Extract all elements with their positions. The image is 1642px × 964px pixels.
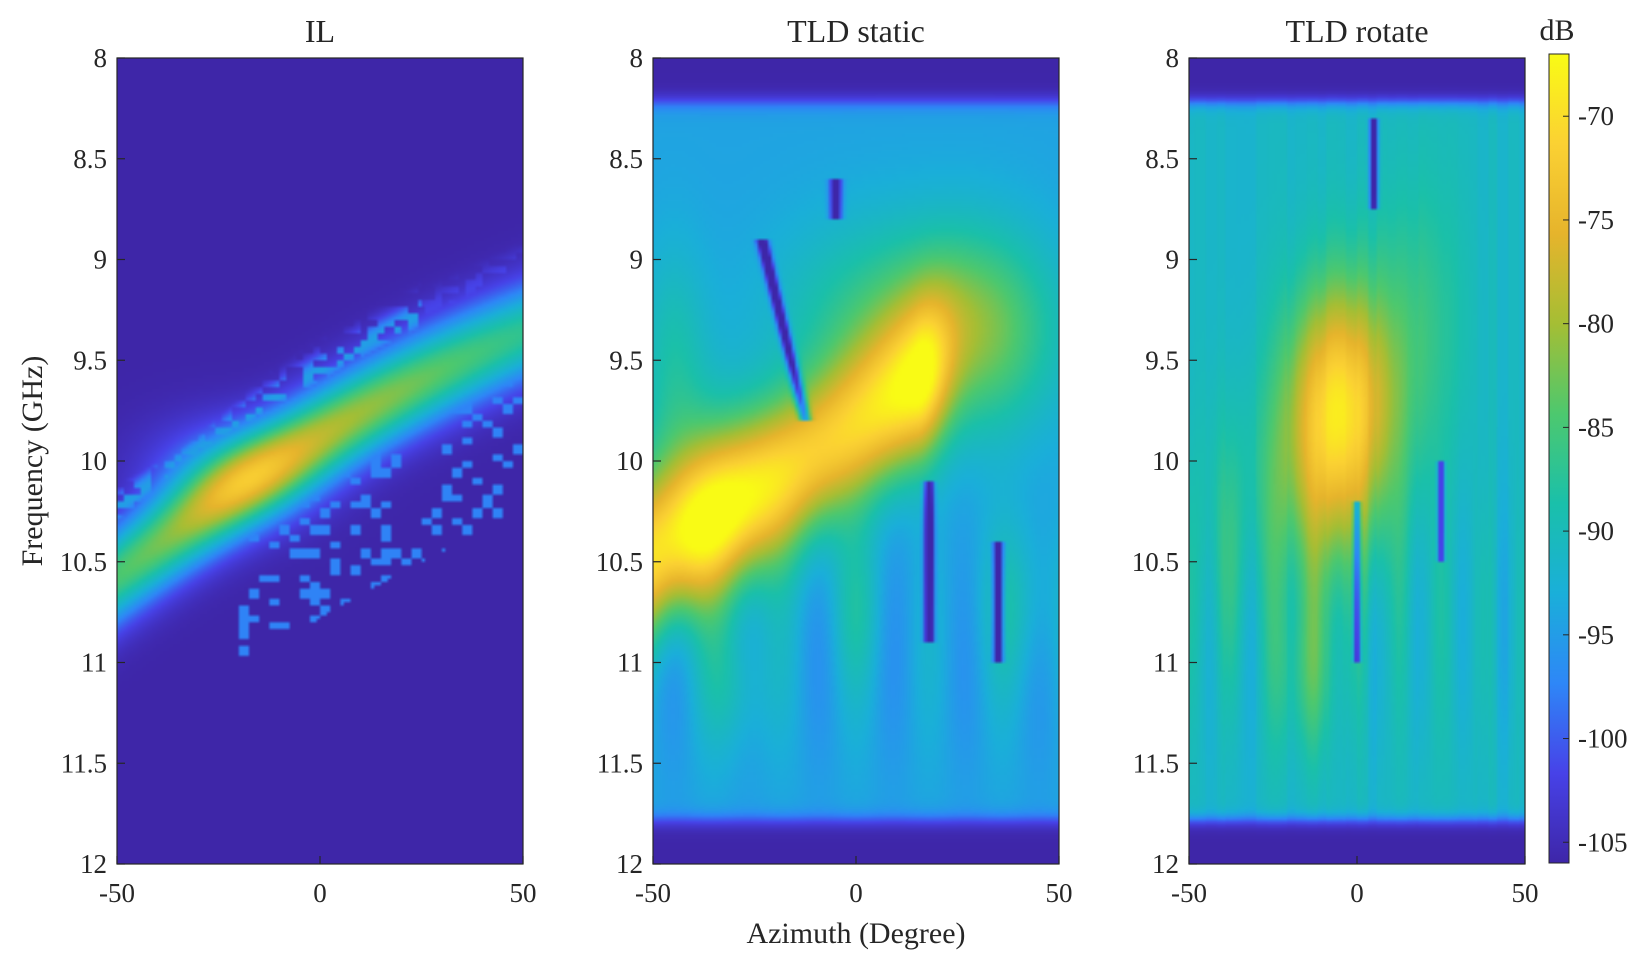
- y-tick-label: 8.5: [73, 144, 107, 174]
- y-tick-label: 10.5: [60, 547, 107, 577]
- heatmap-tld-static: [653, 58, 1059, 864]
- x-tick-label: 0: [1350, 878, 1364, 908]
- y-tick-label: 12: [1152, 849, 1179, 879]
- colorbar-tick-label: -75: [1578, 205, 1614, 235]
- y-tick-label: 9.5: [1145, 345, 1179, 375]
- x-ticks-tld-static: -50 0 50: [635, 856, 1073, 908]
- y-tick-label: 11: [81, 648, 107, 678]
- y-tick-label: 10: [616, 446, 643, 476]
- colorbar-tick-label: -95: [1578, 620, 1614, 650]
- y-tick-label: 11.5: [61, 748, 107, 778]
- panel-tld-static: 8 8.5 9 9.5 10 10.5 11 11.5 12 -50 0 50 TLD static…: [596, 13, 1073, 950]
- y-tick-label: 10: [80, 446, 107, 476]
- title-tld-rotate: TLD rotate: [1285, 13, 1428, 49]
- title-il: IL: [305, 13, 335, 49]
- y-tick-label: 9: [94, 245, 108, 275]
- y-tick-label: 11.5: [1133, 748, 1179, 778]
- x-tick-label: 50: [510, 878, 537, 908]
- colorbar-tick-label: -85: [1578, 412, 1614, 442]
- colorbar-tick-label: -90: [1578, 516, 1614, 546]
- colorbar-tick-label: -105: [1578, 827, 1628, 857]
- x-axis-label: Azimuth (Degree): [746, 917, 965, 950]
- y-axis-label: Frequency (GHz): [16, 356, 49, 567]
- x-ticks-tld-rotate: -50 0 50: [1171, 856, 1539, 908]
- heatmap-tld-rotate: [1189, 58, 1525, 864]
- y-tick-label: 10: [1152, 446, 1179, 476]
- y-tick-label: 9.5: [73, 345, 107, 375]
- y-tick-label: 8.5: [609, 144, 643, 174]
- heatmap-il: [117, 58, 523, 864]
- y-tick-label: 8: [94, 43, 108, 73]
- y-tick-label: 11: [1153, 648, 1179, 678]
- y-tick-label: 8: [1166, 43, 1180, 73]
- panel-tld-rotate: 8 8.5 9 9.5 10 10.5 11 11.5 12 -50 0 50 TLD rotate: [1132, 13, 1539, 908]
- y-tick-label: 8: [630, 43, 644, 73]
- x-tick-label: -50: [635, 878, 671, 908]
- x-tick-label: 50: [1046, 878, 1073, 908]
- colorbar: -70 -75 -80 -85 -90 -95 -100 -105 dB: [1539, 14, 1628, 864]
- y-tick-label: 9: [1166, 245, 1180, 275]
- x-ticks-il: -50 0 50: [99, 856, 537, 908]
- colorbar-tick-label: -80: [1578, 309, 1614, 339]
- y-tick-label: 12: [616, 849, 643, 879]
- y-tick-label: 9: [630, 245, 644, 275]
- colorbar-tick-label: -70: [1578, 101, 1614, 131]
- colorbar-tick-label: -100: [1578, 724, 1628, 754]
- y-tick-label: 8.5: [1145, 144, 1179, 174]
- y-tick-label: 10.5: [1132, 547, 1179, 577]
- x-tick-label: -50: [99, 878, 135, 908]
- y-ticks-tld-static: 8 8.5 9 9.5 10 10.5 11 11.5 12: [596, 43, 661, 879]
- y-tick-label: 11.5: [597, 748, 643, 778]
- y-tick-label: 11: [617, 648, 643, 678]
- y-tick-label: 12: [80, 849, 107, 879]
- title-tld-static: TLD static: [787, 13, 925, 49]
- colorbar-ticks: -70 -75 -80 -85 -90 -95 -100 -105: [1563, 101, 1628, 857]
- y-tick-label: 9.5: [609, 345, 643, 375]
- x-tick-label: -50: [1171, 878, 1207, 908]
- y-ticks-tld-rotate: 8 8.5 9 9.5 10 10.5 11 11.5 12: [1132, 43, 1197, 879]
- x-tick-label: 0: [313, 878, 327, 908]
- x-tick-label: 0: [849, 878, 863, 908]
- panel-il: 8 8.5 9 9.5 10 10.5 11 11.5 12 -50 0 50 IL Frequen…: [16, 13, 537, 908]
- y-tick-label: 10.5: [596, 547, 643, 577]
- y-ticks-il: 8 8.5 9 9.5 10 10.5 11 11.5 12: [60, 43, 125, 879]
- colorbar-label: dB: [1539, 14, 1574, 47]
- x-tick-label: 50: [1512, 878, 1539, 908]
- colorbar-ramp: [1548, 53, 1570, 864]
